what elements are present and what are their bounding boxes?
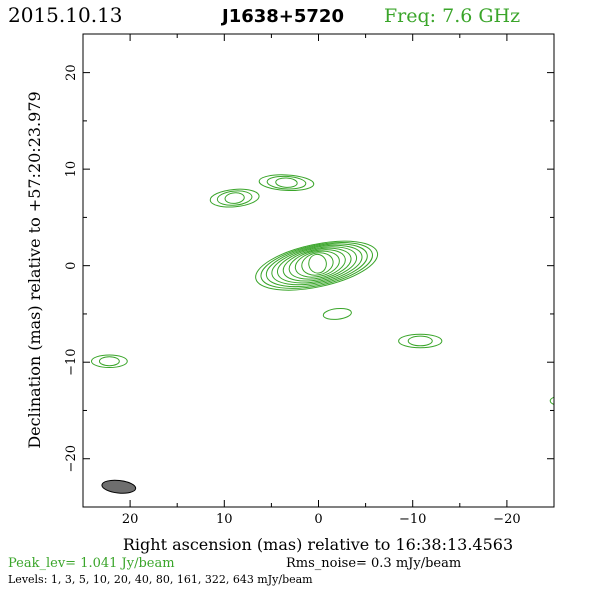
x-axis-label: Right ascension (mas) relative to 16:38:… [123,535,513,554]
component-knot-ne-lower [209,188,260,208]
contour-level [294,250,340,278]
contour-level [216,190,253,206]
contour-level [265,243,368,288]
component-core [255,240,379,291]
contour-level [301,252,334,276]
y-axis-label: Declination (mas) relative to +57:20:23.… [25,91,44,448]
contour-level [266,175,307,190]
peak-level: Peak_lev= 1.041 Jy/beam [8,556,175,571]
y-tick-label: −20 [64,445,79,472]
component-knot-sw [398,333,443,349]
contour-level [308,253,327,274]
axis-ticks [82,34,555,508]
contour-level [224,192,245,204]
component-edge-blob [549,396,554,405]
component-knot-far-west [90,354,128,369]
contour-level [255,240,379,291]
x-tick-label: 20 [122,512,139,527]
x-tick-label: −10 [399,512,426,527]
source-name: J1638+5720 [220,6,344,27]
x-tick-label: −20 [493,512,520,527]
tick-labels: 20 10 0 −10 −20 20 10 0 −10 −20 [64,64,521,527]
contour-levels: Levels: 1, 3, 5, 10, 20, 40, 80, 161, 32… [8,573,313,586]
contour-level [209,188,260,208]
y-tick-label: 10 [64,161,79,178]
contour-level [276,246,358,284]
x-tick-label: 0 [314,512,322,527]
beam-layer [101,479,137,494]
contour-level [260,242,373,289]
plot-frame [82,33,555,508]
y-tick-label: 0 [64,262,79,270]
rms-noise: Rms_noise= 0.3 mJy/beam [286,556,461,571]
contour-layer [90,174,554,405]
y-tick-label: 20 [64,64,79,81]
contour-level [398,333,443,349]
contour-level [275,177,298,188]
component-knot-small-s [322,307,352,320]
contour-level [90,354,128,369]
beam-ellipse [101,479,137,494]
contour-level [407,335,433,347]
y-tick-label: −10 [64,348,79,375]
contour-level [271,244,363,286]
frequency-label: Freq: 7.6 GHz [384,5,520,27]
contour-level [258,174,315,192]
x-tick-label: 10 [216,512,233,527]
observation-date: 2015.10.13 [8,3,123,27]
contour-level [549,396,554,405]
contour-level [282,247,352,282]
contour-level [288,249,346,280]
contour-level [322,307,352,320]
component-knot-ne-upper [258,174,315,192]
contour-level [98,356,120,367]
